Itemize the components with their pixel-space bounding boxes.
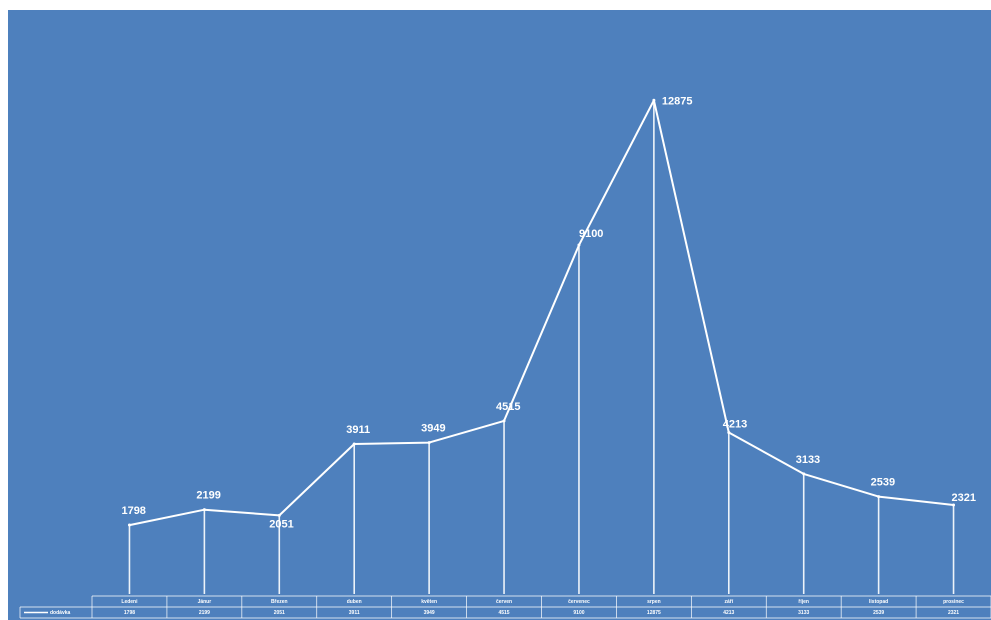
table-value: 4515 — [498, 610, 509, 616]
data-point — [952, 503, 956, 507]
category-label: Březen — [271, 599, 288, 605]
category-label: říjen — [798, 599, 809, 605]
table-value: 3949 — [424, 610, 435, 616]
data-label: 3133 — [796, 454, 820, 466]
category-label: Jánur — [198, 599, 212, 605]
data-point — [502, 419, 506, 423]
data-point — [577, 243, 581, 247]
data-label: 4213 — [723, 418, 747, 430]
data-label: 2539 — [871, 477, 895, 489]
data-label: 3911 — [346, 424, 370, 436]
data-label: 2321 — [952, 492, 976, 504]
table-value: 2051 — [274, 610, 285, 616]
table-value: 3911 — [349, 610, 360, 616]
line-chart: 1798 2199 2051 3911 3949 4515 9100 12875 4213 313… — [19, 95, 991, 619]
category-label: listopad — [869, 599, 888, 605]
data-point — [427, 441, 431, 445]
category-label: červen — [496, 599, 512, 605]
table-value: 12875 — [647, 610, 661, 616]
data-point — [727, 430, 731, 434]
category-label: duben — [347, 599, 362, 605]
series-line — [129, 99, 954, 527]
data-label: 2199 — [196, 490, 220, 502]
table-value: 9100 — [573, 610, 584, 616]
table-value: 1798 — [124, 610, 135, 616]
data-point — [127, 523, 131, 527]
table-value: 3133 — [798, 610, 809, 616]
data-point — [202, 508, 206, 512]
table-value: 2321 — [948, 610, 959, 616]
data-label: 12875 — [662, 95, 693, 107]
table-value: 2199 — [199, 610, 210, 616]
data-label: 3949 — [421, 423, 445, 435]
data-point — [877, 495, 881, 499]
data-label: 4515 — [496, 401, 520, 413]
series-line-group — [127, 98, 956, 527]
data-label: 1798 — [121, 505, 145, 517]
drop-lines — [128, 100, 955, 594]
data-point — [652, 98, 656, 102]
legend-series-name: dodávka — [50, 610, 71, 616]
data-point — [352, 442, 356, 446]
data-point — [802, 472, 806, 476]
category-label: červenec — [568, 599, 590, 605]
table-value: 2539 — [873, 610, 884, 616]
data-table: dodávka Ledeni 1798 Jánur 2199 Březen 2051 dube… — [19, 595, 991, 619]
category-label: květen — [421, 599, 437, 605]
data-labels: 1798 2199 2051 3911 3949 4515 9100 12875 4213 313… — [121, 95, 976, 530]
data-label: 2051 — [269, 518, 293, 530]
table-value: 4213 — [723, 610, 734, 616]
category-label: srpen — [647, 599, 661, 605]
category-label: prosinec — [943, 599, 964, 605]
data-point — [277, 513, 281, 517]
category-label: Ledeni — [121, 599, 138, 605]
chart-area: 1798 2199 2051 3911 3949 4515 9100 12875 4213 313… — [8, 10, 991, 620]
data-label: 9100 — [579, 228, 603, 240]
category-label: září — [724, 599, 733, 605]
